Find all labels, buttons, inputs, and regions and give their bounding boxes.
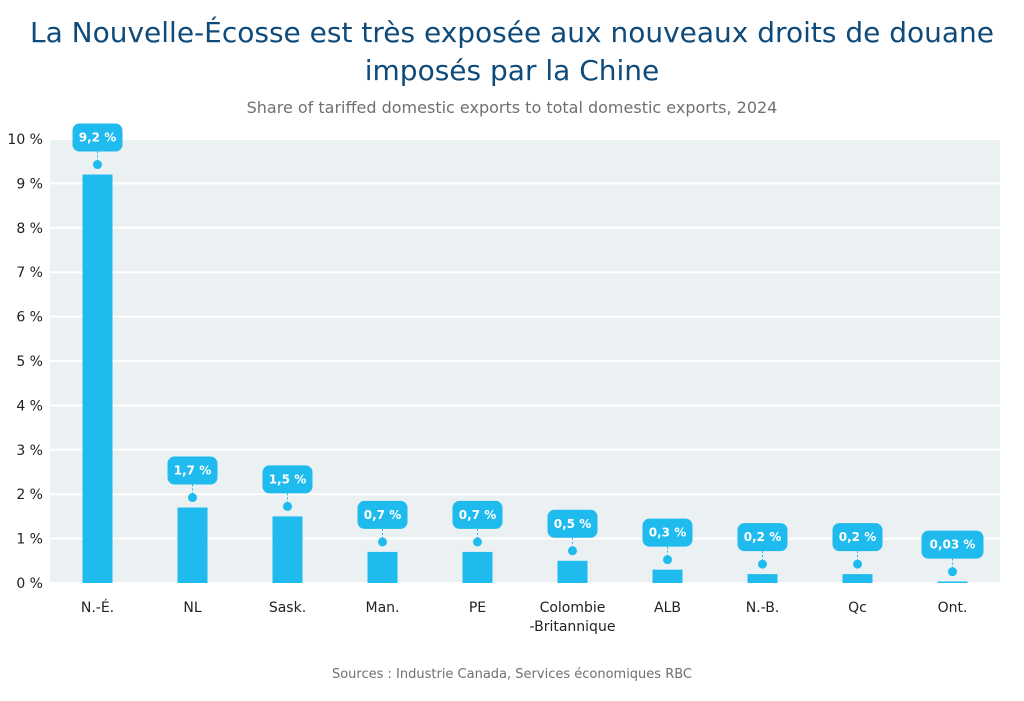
data-label-box — [167, 456, 218, 485]
data-label-box — [737, 523, 788, 552]
data-label: 0,2 % — [839, 530, 876, 544]
value-marker — [473, 537, 482, 547]
value-marker — [663, 555, 672, 565]
value-marker — [853, 559, 862, 569]
x-tick-label: ALB — [654, 600, 681, 616]
x-tick-label: N.-B. — [746, 600, 780, 616]
data-label: 0,7 % — [459, 508, 496, 522]
y-tick-label: 3 % — [16, 443, 43, 459]
bar — [652, 569, 683, 583]
value-marker — [948, 567, 957, 577]
bar — [272, 516, 303, 583]
bar — [842, 574, 873, 583]
y-tick-label: 5 % — [16, 354, 43, 370]
x-tick-label: Ont. — [938, 600, 968, 616]
y-tick-label: 10 % — [7, 132, 43, 148]
y-tick-label: 2 % — [16, 487, 43, 503]
bar — [937, 581, 968, 583]
data-label-box — [262, 465, 313, 494]
data-label: 0,5 % — [554, 517, 591, 531]
data-label: 0,7 % — [364, 508, 401, 522]
data-label-box — [832, 523, 883, 552]
value-marker — [283, 501, 292, 511]
data-label: 9,2 % — [79, 131, 116, 145]
x-tick-label: Qc — [848, 600, 867, 616]
bar — [177, 507, 208, 583]
data-label-box — [452, 500, 503, 529]
y-tick-label: 7 % — [16, 265, 43, 281]
data-label: 0,3 % — [649, 526, 686, 540]
data-label: 0,03 % — [930, 538, 976, 552]
y-tick-label: 4 % — [16, 398, 43, 414]
value-marker — [93, 160, 102, 170]
value-marker — [758, 559, 767, 569]
y-tick-label: 6 % — [16, 310, 43, 326]
data-label-box — [642, 518, 693, 547]
data-label-box — [357, 500, 408, 529]
bar — [747, 574, 778, 583]
chart-source: Sources : Industrie Canada, Services éco… — [331, 667, 693, 682]
y-tick-label: 0 % — [16, 576, 43, 592]
data-label-box — [547, 509, 598, 538]
value-marker — [188, 493, 197, 503]
chart-subtitle: Share of tariffed domestic exports to to… — [246, 98, 778, 117]
y-tick-label: 8 % — [16, 221, 43, 237]
x-tick-label: N.-É. — [81, 599, 114, 616]
y-tick-label: 1 % — [16, 532, 43, 548]
bar — [462, 551, 493, 583]
data-label: 0,2 % — [744, 530, 781, 544]
x-tick-label: Man. — [366, 600, 400, 616]
bar — [367, 551, 398, 583]
data-label-box — [921, 530, 984, 559]
bar — [82, 174, 113, 583]
value-marker — [378, 537, 387, 547]
data-label-box — [72, 123, 123, 152]
x-tick-label: Colombie -Britannique — [530, 600, 616, 635]
data-label: 1,5 % — [269, 472, 306, 486]
value-marker — [568, 546, 577, 556]
y-tick-label: 9 % — [16, 176, 43, 192]
x-tick-label: PE — [469, 600, 486, 616]
data-label: 1,7 % — [174, 464, 211, 478]
chart-title: La Nouvelle-Écosse est très exposée aux … — [29, 16, 995, 87]
x-tick-label: Sask. — [269, 600, 306, 616]
bar — [557, 560, 588, 583]
x-tick-label: NL — [183, 600, 201, 616]
